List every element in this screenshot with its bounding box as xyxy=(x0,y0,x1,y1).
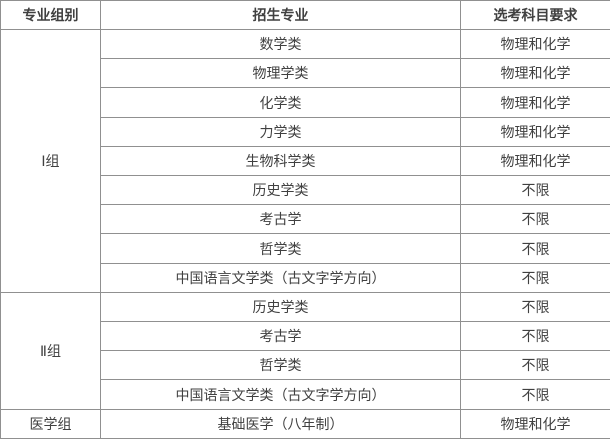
table-row: 生物科学类 物理和化学 xyxy=(1,145,610,177)
group-cell: Ⅰ组 xyxy=(0,29,101,293)
header-row: 专业组别 招生专业 选考科目要求 xyxy=(0,0,610,30)
major-cell: 数学类 xyxy=(100,28,461,60)
table-row: 力学类 物理和化学 xyxy=(1,116,610,147)
requirement-cell: 不限 xyxy=(460,321,610,352)
major-cell: 生物科学类 xyxy=(100,145,461,177)
table-row: 哲学类 不限 xyxy=(1,233,610,264)
requirement-cell: 不限 xyxy=(460,291,610,323)
requirement-cell: 物理和化学 xyxy=(460,87,610,118)
table-row: 历史学类 不限 xyxy=(1,175,610,206)
header-requirement: 选考科目要求 xyxy=(460,0,610,30)
table-body: Ⅰ组 数学类 物理和化学 物理学类 物理和化学 化学类 物理和化学 力学类 物理和化学 生物科学类… xyxy=(0,28,610,439)
major-cell: 考古学 xyxy=(100,321,461,352)
major-cell: 哲学类 xyxy=(100,350,461,381)
major-cell: 哲学类 xyxy=(100,233,461,264)
major-cell: 物理学类 xyxy=(100,58,461,89)
table-row: Ⅰ组 数学类 物理和化学 xyxy=(0,28,610,293)
group-cell: Ⅱ组 xyxy=(0,291,101,410)
requirement-cell: 物理和化学 xyxy=(460,145,610,177)
requirement-cell: 物理和化学 xyxy=(460,58,610,89)
table-row: 物理学类 物理和化学 xyxy=(1,58,610,89)
table-row: 医学组 基础医学（八年制） 物理和化学 xyxy=(0,408,610,439)
major-cell: 力学类 xyxy=(100,116,461,147)
major-cell: 考古学 xyxy=(100,204,461,235)
table-row: 考古学 不限 xyxy=(1,321,610,352)
major-cell: 历史学类 xyxy=(100,175,461,206)
table-row: 考古学 不限 xyxy=(1,204,610,235)
table-row: 中国语言文学类（古文字学方向） 不限 xyxy=(1,379,610,410)
requirement-cell: 不限 xyxy=(460,175,610,206)
requirement-cell: 不限 xyxy=(460,350,610,381)
requirement-cell: 物理和化学 xyxy=(460,28,610,60)
major-cell: 化学类 xyxy=(100,87,461,118)
group-cell: 医学组 xyxy=(0,408,101,439)
table-row: Ⅱ组 历史学类 不限 xyxy=(0,291,610,410)
requirement-cell: 不限 xyxy=(460,204,610,235)
header-group: 专业组别 xyxy=(0,0,101,30)
requirement-cell: 不限 xyxy=(460,379,610,410)
table-row: 中国语言文学类（古文字学方向） 不限 xyxy=(1,262,610,293)
major-cell: 中国语言文学类（古文字学方向） xyxy=(100,379,461,410)
requirement-cell: 物理和化学 xyxy=(460,408,610,439)
requirement-cell: 不限 xyxy=(460,262,610,293)
major-cell: 历史学类 xyxy=(100,291,461,323)
requirement-cell: 物理和化学 xyxy=(460,116,610,147)
major-cell: 基础医学（八年制） xyxy=(100,408,461,439)
requirement-cell: 不限 xyxy=(460,233,610,264)
major-cell: 中国语言文学类（古文字学方向） xyxy=(100,262,461,293)
header-major: 招生专业 xyxy=(100,0,461,30)
